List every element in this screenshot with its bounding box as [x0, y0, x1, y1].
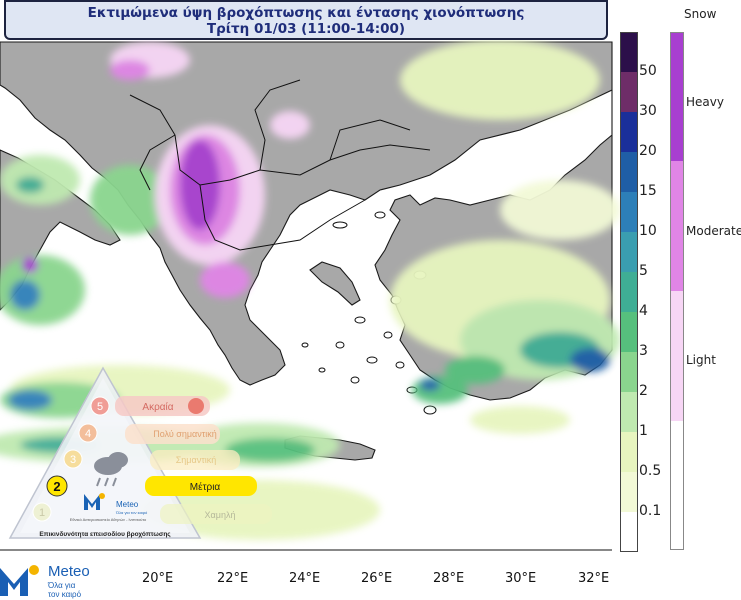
level-5-label: Ακραία [142, 401, 173, 413]
rain-label-5: 5 [639, 263, 648, 279]
snow-label-light: Light [686, 353, 716, 367]
snow-band-heavy [671, 33, 683, 161]
map-title: Εκτιμώμενα ύψη βροχόπτωσης και έντασης χ… [4, 0, 608, 40]
title-line-1: Εκτιμώμενα ύψη βροχόπτωσης και έντασης χ… [87, 5, 525, 21]
cloud-rain-icon [94, 452, 128, 487]
meteo-logo: Meteo Όλα για τον καιρό [0, 560, 110, 600]
snow-label-heavy: Heavy [686, 95, 724, 109]
logo-tagline-2: τον καιρό [48, 590, 82, 599]
rain-label-10: 0.5 [639, 463, 662, 479]
triangle-institute: Εθνικό Αστεροσκοπείο Αθηνών - Ινστιτούτο [70, 517, 147, 522]
logo-tagline: Όλα για τον καιρό [48, 581, 81, 599]
level-1-label: Χαμηλή [205, 510, 236, 520]
triangle-footer: Επικινδυνότητα επεισοδίου βροχόπτωσης [39, 531, 171, 538]
level-3-number: 3 [70, 454, 76, 466]
rain-band-5 [620, 232, 638, 272]
lon-label-26: 26°E [361, 571, 393, 586]
level-2-label: Μέτρια [190, 481, 221, 493]
lon-label-24: 24°E [289, 571, 321, 586]
meteo-m-icon [0, 565, 39, 596]
rain-band-0 [620, 32, 638, 72]
snow-legend-title: Snow [684, 7, 717, 21]
rain-label-7: 3 [639, 343, 648, 359]
rain-band-3 [620, 152, 638, 192]
triangle-brand: Meteo [116, 500, 139, 509]
rain-band-6 [620, 272, 638, 312]
rain-label-1: 30 [639, 103, 657, 119]
title-line-2: Τρίτη 01/03 (11:00-14:00) [206, 21, 406, 37]
rain-label-11: 0.1 [639, 503, 662, 519]
level-5-number: 5 [97, 401, 103, 413]
level-1-number: 1 [39, 507, 45, 519]
lon-label-28: 28°E [433, 571, 465, 586]
rain-band-8 [620, 352, 638, 392]
snow-legend-scale [670, 32, 684, 550]
level-3-label: Σημαντική [176, 455, 217, 465]
level-4-number: 4 [85, 428, 91, 440]
rain-label-3: 15 [639, 183, 657, 199]
rain-label-2: 20 [639, 143, 657, 159]
logo-tagline-1: Όλα για [48, 581, 76, 590]
rain-label-0: 50 [639, 63, 657, 79]
rain-band-11 [620, 472, 638, 512]
rain-band-7 [620, 312, 638, 352]
rain-band-12 [620, 512, 638, 552]
lon-label-30: 30°E [505, 571, 537, 586]
rain-label-9: 1 [639, 423, 648, 439]
lon-label-20: 20°E [142, 571, 174, 586]
rain-band-2 [620, 112, 638, 152]
triangle-brand-tagline: Όλα για τον καιρό [115, 510, 148, 515]
rain-band-9 [620, 392, 638, 432]
warning-level-circles [32, 396, 204, 522]
lon-label-22: 22°E [217, 571, 249, 586]
rain-band-10 [620, 432, 638, 472]
country-borders [129, 79, 431, 251]
lon-label-32: 32°E [578, 571, 610, 586]
level-2-number: 2 [53, 479, 60, 494]
rain-band-4 [620, 192, 638, 232]
level-4-label: Πολύ σημαντική [153, 429, 217, 439]
euboea-land [309, 261, 361, 306]
triangle-meteo-logo-icon [84, 493, 105, 510]
warning-level-bars [115, 396, 272, 524]
logo-brand: Meteo [48, 563, 90, 580]
snow-band-light [671, 291, 683, 421]
snow-label-moderate: Moderate [686, 224, 741, 238]
rain-band-1 [620, 72, 638, 112]
snow-band-moderate [671, 161, 683, 291]
rain-legend-scale [620, 32, 638, 552]
rain-label-8: 2 [639, 383, 648, 399]
rain-label-4: 10 [639, 223, 657, 239]
rain-label-6: 4 [639, 303, 648, 319]
